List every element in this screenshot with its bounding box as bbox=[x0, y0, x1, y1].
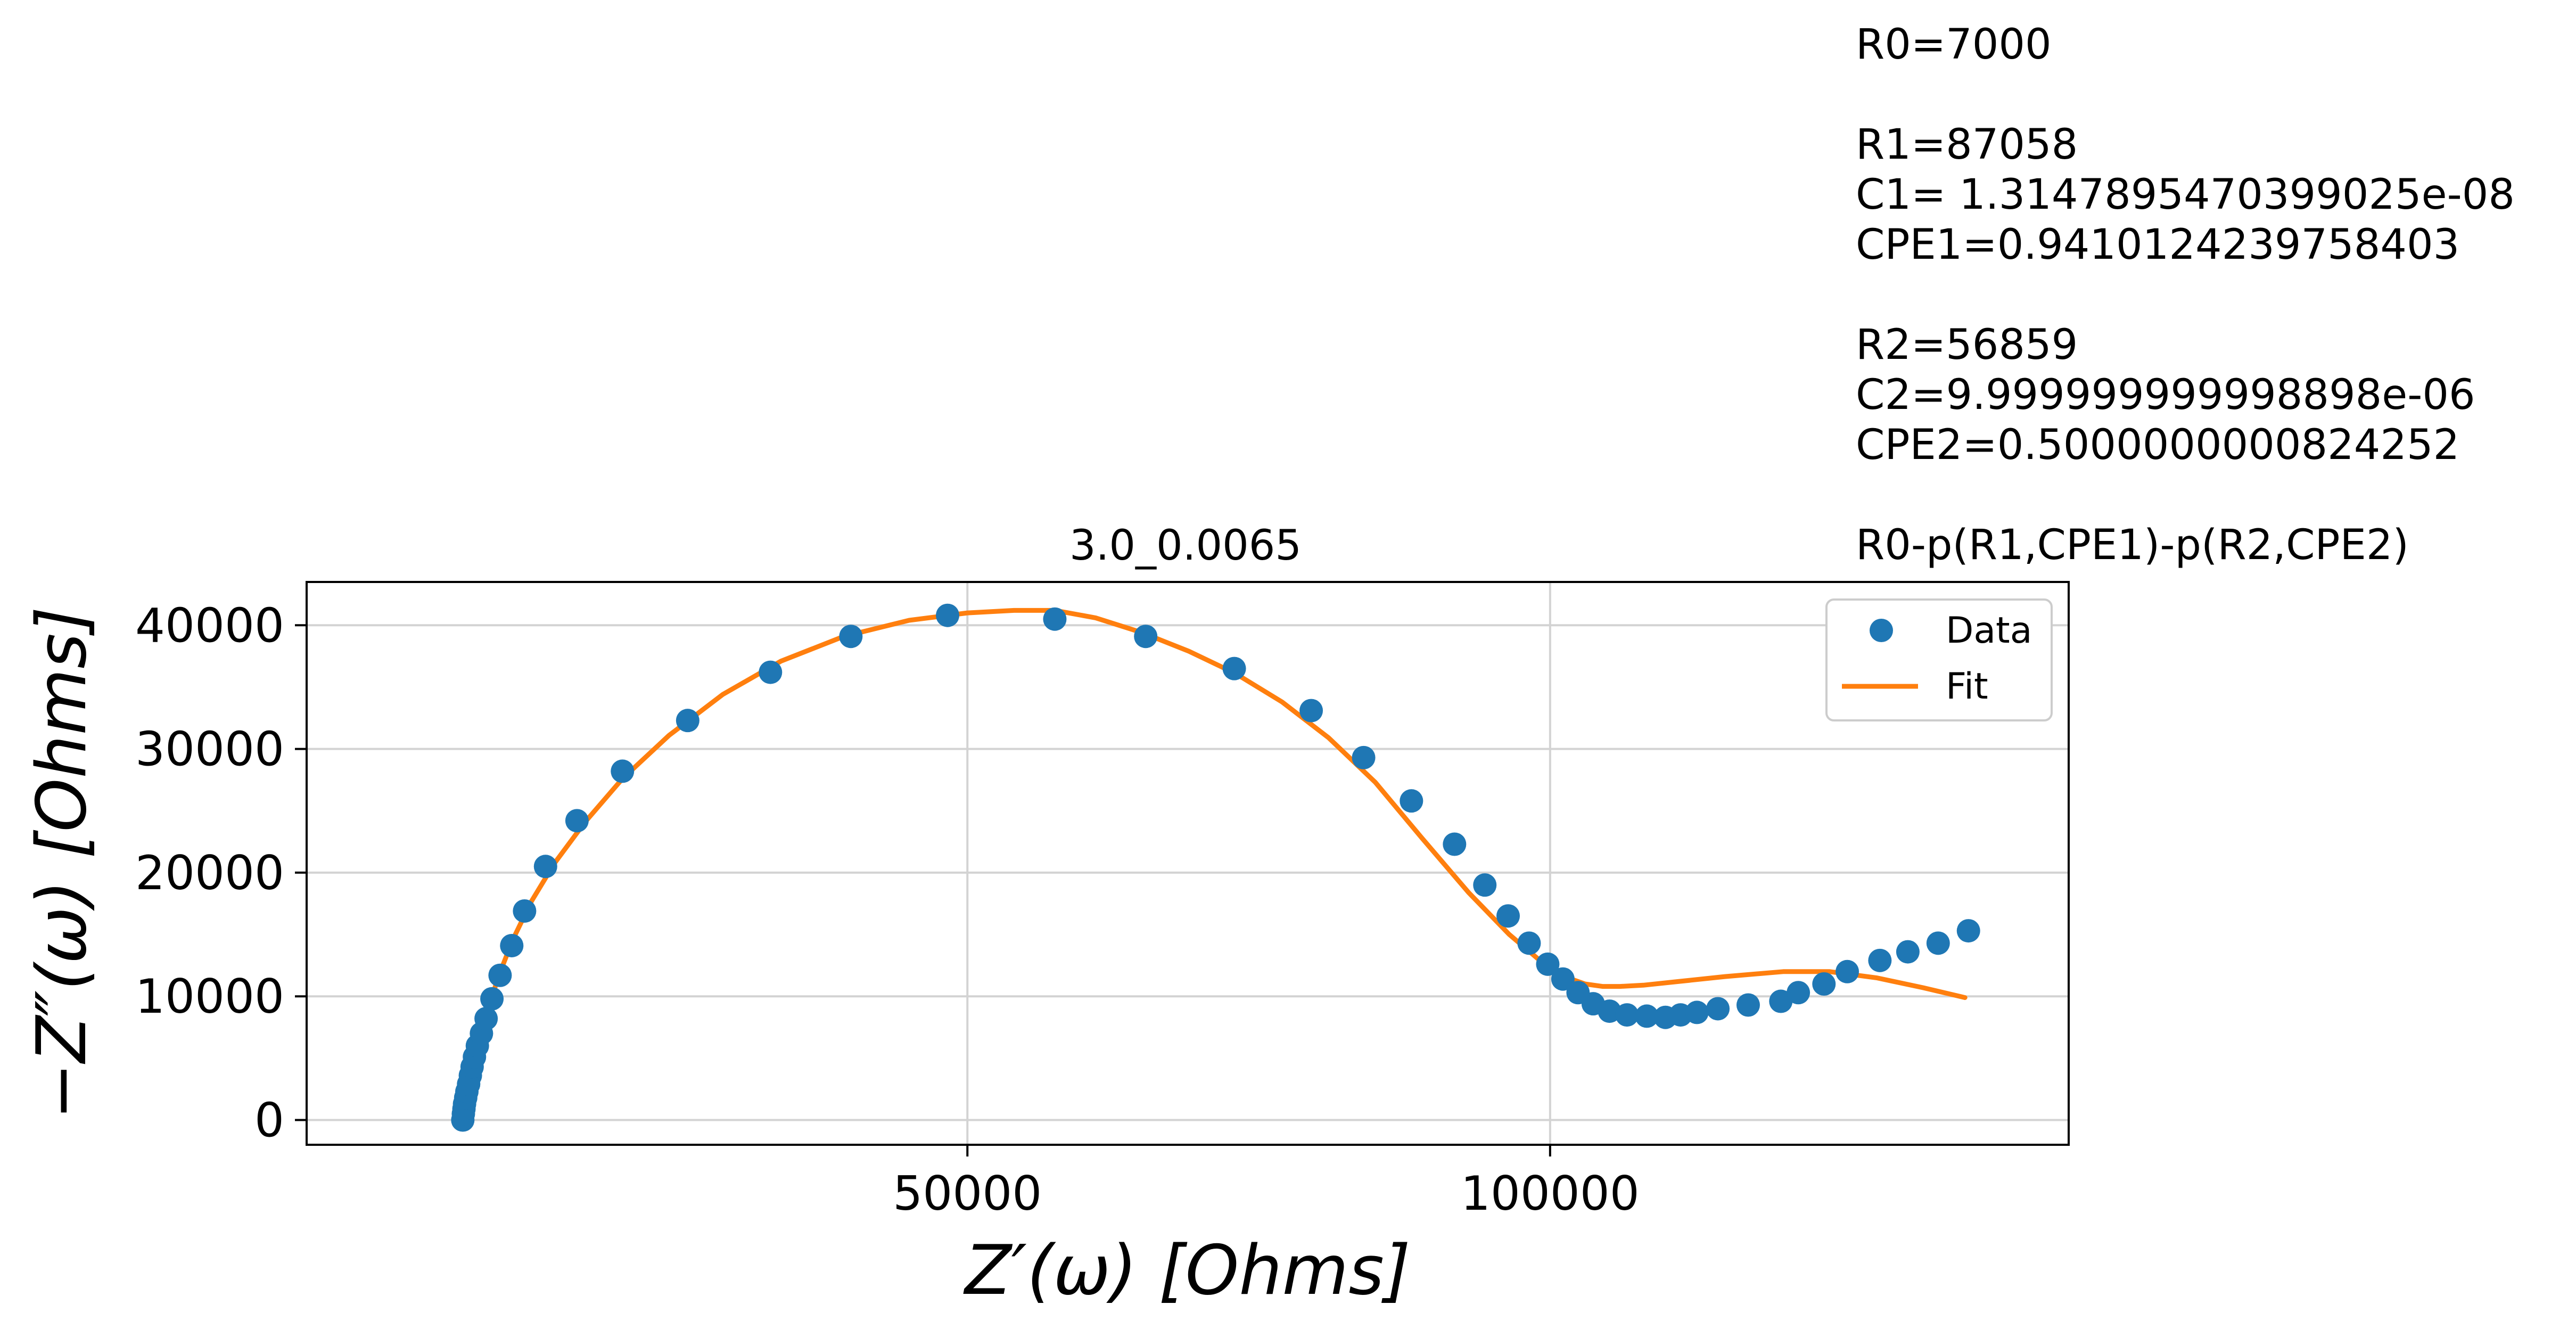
y-tick-label-4: 40000 bbox=[135, 598, 284, 653]
data-point-32 bbox=[1496, 904, 1520, 928]
x-axis-label: Z′(ω) [Ohms] bbox=[963, 1231, 1411, 1310]
data-point-22 bbox=[839, 625, 863, 649]
data-point-43 bbox=[1685, 1000, 1709, 1024]
data-point-20 bbox=[676, 709, 699, 733]
y-tick-label-0: 0 bbox=[254, 1093, 284, 1148]
data-point-15 bbox=[500, 933, 524, 957]
data-point-34 bbox=[1536, 952, 1560, 976]
data-point-13 bbox=[480, 987, 504, 1011]
data-point-25 bbox=[1134, 625, 1158, 649]
chart-title: 3.0_0.0065 bbox=[1069, 522, 1302, 570]
annotation-line-2: R1=87058 bbox=[1856, 121, 2078, 169]
data-point-33 bbox=[1517, 931, 1541, 955]
annotation-line-7: C2=9.999999999998898e-06 bbox=[1856, 371, 2475, 419]
data-point-53 bbox=[1956, 919, 1980, 943]
data-point-45 bbox=[1736, 993, 1760, 1017]
x-tick-label-1: 100000 bbox=[1461, 1166, 1640, 1221]
data-point-27 bbox=[1299, 699, 1323, 723]
data-point-49 bbox=[1836, 959, 1859, 983]
data-point-51 bbox=[1896, 940, 1920, 964]
annotation-line-0: R0=7000 bbox=[1856, 21, 2052, 69]
data-point-12 bbox=[474, 1007, 498, 1031]
y-axis-label: −Z″(ω) [Ohms] bbox=[22, 606, 102, 1120]
data-point-50 bbox=[1868, 948, 1892, 972]
y-tick-label-3: 30000 bbox=[135, 722, 284, 777]
data-point-48 bbox=[1812, 972, 1836, 996]
data-point-29 bbox=[1400, 789, 1423, 813]
annotation-line-3: C1= 1.3147895470399025e-08 bbox=[1856, 171, 2515, 219]
annotation-line-8: CPE2=0.5000000000824252 bbox=[1856, 421, 2459, 469]
legend-data-label: Data bbox=[1946, 610, 2032, 652]
data-point-23 bbox=[936, 603, 960, 627]
data-point-39 bbox=[1615, 1003, 1639, 1027]
annotation-line-4: CPE1=0.9410124239758403 bbox=[1856, 221, 2459, 269]
plot-frame bbox=[306, 581, 2070, 1146]
legend: Data Fit bbox=[1825, 598, 2053, 721]
data-point-17 bbox=[533, 855, 557, 879]
data-point-47 bbox=[1787, 981, 1810, 1005]
data-point-44 bbox=[1706, 997, 1730, 1021]
x-tick-label-0: 50000 bbox=[893, 1166, 1042, 1221]
data-point-21 bbox=[759, 660, 783, 684]
data-series bbox=[451, 603, 1980, 1132]
annotation-line-10: R0-p(R1,CPE1)-p(R2,CPE2) bbox=[1856, 521, 2409, 569]
data-point-26 bbox=[1222, 657, 1246, 680]
data-point-16 bbox=[513, 899, 537, 923]
data-point-38 bbox=[1598, 999, 1622, 1023]
data-point-19 bbox=[611, 759, 635, 783]
data-point-40 bbox=[1635, 1004, 1659, 1028]
y-tick-label-1: 10000 bbox=[135, 969, 284, 1024]
y-axis-ticks: 0 10000 20000 30000 40000 bbox=[135, 598, 307, 1148]
plot-area bbox=[307, 582, 2069, 1145]
data-point-14 bbox=[488, 963, 512, 987]
legend-fit-label: Fit bbox=[1946, 666, 1988, 708]
legend-data-marker bbox=[1870, 619, 1893, 642]
data-point-18 bbox=[565, 809, 589, 833]
annotation-line-6: R2=56859 bbox=[1856, 321, 2078, 369]
data-point-24 bbox=[1043, 607, 1067, 631]
data-point-30 bbox=[1443, 832, 1467, 856]
y-tick-label-2: 20000 bbox=[135, 846, 284, 900]
x-axis-ticks: 50000 100000 bbox=[893, 1145, 1640, 1221]
data-point-28 bbox=[1352, 745, 1376, 769]
grid bbox=[307, 582, 2069, 1145]
data-point-31 bbox=[1473, 873, 1497, 897]
data-point-46 bbox=[1769, 989, 1793, 1013]
data-point-52 bbox=[1926, 931, 1950, 955]
data-point-35 bbox=[1551, 967, 1575, 991]
